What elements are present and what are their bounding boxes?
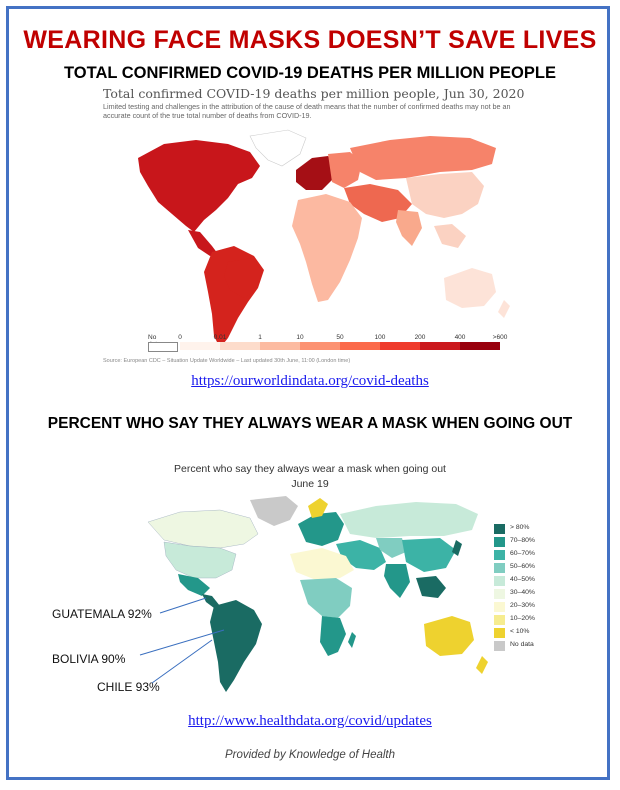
legend-bin-0 [180, 342, 220, 350]
mask-legend-label: No data [510, 641, 534, 648]
deaths-section-title: TOTAL CONFIRMED COVID-19 DEATHS PER MILL… [64, 64, 556, 82]
legend-tick-label: 10 [296, 334, 304, 341]
mask-legend-swatch [494, 628, 505, 638]
map-region-southeast-asia [434, 224, 466, 248]
mask-legend-label: 60–70% [510, 550, 535, 557]
mask-legend-label: 10–20% [510, 615, 535, 622]
annotation-chile: CHILE 93% [97, 680, 160, 694]
map-region-india [396, 210, 422, 246]
mask-legend-label: 50–60% [510, 563, 535, 570]
map-region-middle-east [344, 184, 412, 222]
legend-bin-1 [220, 342, 260, 350]
map-region-africa-central [300, 578, 352, 618]
mask-legend-swatch [494, 524, 505, 534]
legend-bin-4 [340, 342, 380, 350]
mask-legend-swatch [494, 563, 505, 573]
mask-legend-swatch [494, 641, 505, 651]
mask-legend-label: 70–80% [510, 537, 535, 544]
legend-bin-5 [380, 342, 420, 350]
map-region-brazil [224, 258, 262, 298]
map-region-canada [147, 509, 259, 549]
map-region-southeast-asia [416, 576, 446, 598]
legend-tick-label: 200 [414, 334, 426, 341]
legend-tick-label: 1 [258, 334, 262, 341]
deaths-legend-colorbar [180, 342, 500, 350]
legend-bin-7 [460, 342, 500, 350]
mask-section-title: PERCENT WHO SAY THEY ALWAYS WEAR A MASK … [47, 415, 573, 432]
map-region-india [384, 564, 410, 598]
deaths-legend-ticks: 0 0.01 1 10 50 100 200 400 >600 [178, 334, 507, 342]
mask-map-title: Percent who say they always wear a mask … [174, 463, 446, 475]
page-border [6, 6, 610, 780]
bolivia-leader-line [139, 629, 225, 656]
mask-legend-label: 40–50% [510, 576, 535, 583]
deaths-map-note: Limited testing and challenges in the at… [103, 102, 511, 120]
map-region-usa [163, 541, 237, 579]
mask-legend-label: < 10% [510, 628, 530, 635]
legend-tick-label: 0 [178, 334, 182, 341]
map-region-central-asia [376, 538, 406, 558]
map-region-new-zealand [476, 656, 488, 674]
map-region-africa-north [290, 548, 354, 580]
map-region-central-america [202, 594, 220, 608]
mask-legend-swatch [494, 550, 505, 560]
legend-tick-label: 0.01 [213, 334, 227, 341]
legend-bin-6 [420, 342, 460, 350]
map-region-africa [292, 194, 362, 302]
map-region-china [402, 538, 456, 572]
footer-credit: Provided by Knowledge of Health [224, 749, 396, 761]
map-region-africa-south [320, 616, 346, 656]
mask-legend-swatch [494, 589, 505, 599]
map-region-asia [406, 172, 484, 218]
map-region-australia [424, 616, 474, 656]
legend-tick-label: 100 [374, 334, 386, 341]
mask-legend-swatch [494, 615, 505, 625]
map-region-scandinavia [308, 498, 328, 518]
mask-map-date: June 19 [291, 478, 329, 490]
owid-link[interactable]: https://ourworldindata.org/covid-deaths [191, 373, 429, 389]
mask-legend-label: 30–40% [510, 589, 535, 596]
legend-bin-3 [300, 342, 340, 350]
map-region-greenland [250, 496, 298, 526]
annotation-guatemala: GUATEMALA 92% [52, 607, 152, 621]
annotation-bolivia: BOLIVIA 90% [52, 652, 126, 666]
map-region-greenland [249, 129, 307, 167]
mask-world-map [147, 496, 488, 692]
map-region-eastern-europe [328, 152, 362, 188]
legend-tick-label: 50 [336, 334, 344, 341]
map-region-mexico [178, 574, 210, 596]
legend-tick-label: >600 [492, 334, 508, 341]
map-region-russia [340, 502, 478, 538]
map-region-europe [298, 512, 344, 546]
healthdata-link[interactable]: http://www.healthdata.org/covid/updates [188, 713, 432, 729]
map-region-japan [452, 540, 462, 556]
map-region-western-europe [296, 156, 336, 190]
chile-leader-line [151, 639, 213, 684]
deaths-map-source: Source: European CDC – Situation Update … [103, 358, 351, 364]
legend-tick-label: 400 [454, 334, 466, 341]
map-region-north-america [138, 140, 260, 232]
map-region-russia [350, 136, 496, 180]
mask-legend-swatch [494, 602, 505, 612]
map-region-south-america [210, 600, 262, 692]
map-region-central-america [188, 230, 218, 256]
deaths-world-map [138, 129, 510, 348]
map-region-madagascar [348, 632, 356, 648]
mask-legend-swatch [494, 576, 505, 586]
mask-legend-label: 20–30% [510, 602, 535, 609]
map-region-australia [444, 268, 496, 308]
legend-no-data-swatch [148, 342, 178, 352]
main-title: WEARING FACE MASKS DOESN’T SAVE LIVES [23, 26, 597, 54]
deaths-map-title: Total confirmed COVID-19 deaths per mill… [103, 86, 525, 101]
mask-legend-label: > 80% [510, 524, 530, 531]
mask-legend-swatch [494, 537, 505, 547]
legend-bin-2 [260, 342, 300, 350]
map-region-new-zealand [498, 300, 510, 318]
guatemala-leader-line [159, 597, 207, 614]
